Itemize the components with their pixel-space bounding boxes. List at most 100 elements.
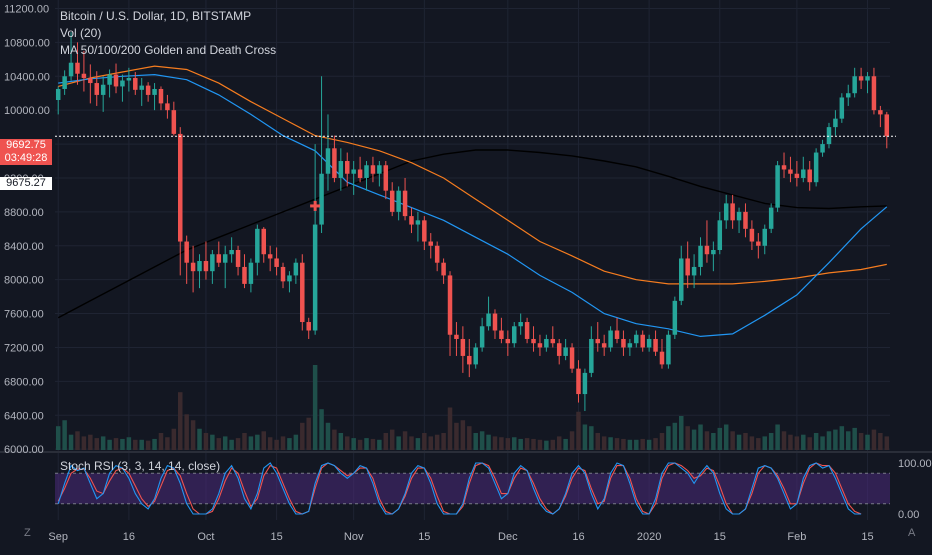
zoom-button[interactable]: Z [24, 527, 31, 539]
volume-bar [152, 438, 157, 450]
volume-bar [94, 438, 99, 450]
volume-bar [100, 436, 106, 450]
volume-bar [858, 433, 864, 450]
candle-body [563, 347, 568, 356]
candle-body [184, 241, 189, 263]
volume-bar [345, 436, 350, 450]
volume-bar [300, 422, 305, 450]
x-tick-label: 15 [418, 531, 430, 543]
candle-body [556, 343, 562, 356]
candle-body [833, 118, 838, 128]
volume-bar [145, 440, 151, 450]
candle-body [55, 88, 61, 100]
stoch-y-tick-label: 100.00 [898, 458, 932, 470]
candle-body [576, 368, 581, 395]
volume-bar [492, 436, 498, 450]
candle-body [409, 216, 414, 225]
volume-bar [640, 438, 645, 450]
stoch-y-tick-label: 0.00 [898, 509, 919, 521]
candle-body [389, 190, 395, 212]
volume-bar [68, 434, 74, 450]
candle-body [569, 347, 575, 369]
candle-body [582, 372, 588, 395]
legend-volume[interactable]: Vol (20) [60, 26, 102, 40]
volume-bar [531, 438, 536, 450]
volume-bar [608, 437, 613, 450]
volume-bar [852, 427, 857, 450]
candle-body [717, 220, 723, 250]
candle-body [884, 114, 890, 137]
volume-bar [447, 407, 453, 450]
volume-bar [133, 439, 138, 450]
candle-body [88, 77, 93, 84]
volume-bar [460, 420, 466, 450]
volume-bar [319, 409, 324, 450]
candle-body [190, 262, 196, 272]
candle-body [454, 334, 459, 339]
stoch-band [55, 473, 890, 504]
volume-bar [499, 437, 504, 450]
candle-body [460, 338, 466, 356]
candle-body [653, 338, 658, 352]
candle-body [486, 313, 491, 327]
volume-bar [846, 431, 851, 450]
candle-body [197, 261, 202, 272]
volume-bar [377, 439, 382, 450]
candle-body [736, 211, 742, 221]
y-tick-label: 6400.00 [4, 410, 44, 422]
volume-bar [364, 438, 369, 450]
y-tick-label: 11200.00 [4, 3, 49, 15]
volume-bar [839, 426, 845, 450]
candle-body [364, 165, 369, 178]
candle-body [467, 355, 472, 365]
volume-bar [569, 431, 575, 450]
volume-bar [601, 436, 607, 450]
candle-body [820, 144, 825, 153]
x-tick-label: 15 [714, 531, 726, 543]
volume-bar [659, 433, 665, 450]
volume-bar [178, 392, 183, 450]
volume-bar [454, 422, 459, 450]
candle-body [666, 334, 671, 365]
candle-body [839, 97, 845, 119]
volume-bar [820, 436, 825, 450]
x-tick-label: 16 [572, 531, 584, 543]
volume-bar [479, 431, 485, 450]
candle-body [743, 211, 748, 229]
auto-scale-button[interactable]: A [908, 527, 916, 539]
candle-body [512, 326, 517, 344]
candle-body [171, 110, 177, 134]
candle-body [749, 228, 755, 242]
candle-body [280, 266, 286, 282]
volume-bar [768, 433, 774, 450]
candle-body [428, 241, 433, 246]
volume-bar [544, 440, 549, 450]
volume-bar [55, 426, 61, 450]
candle-body [492, 313, 498, 331]
volume-bar [576, 411, 581, 450]
volume-bar [422, 433, 427, 450]
volume-bar [255, 434, 260, 450]
candle-body [505, 338, 511, 344]
candle-body [255, 228, 260, 263]
candle-body [287, 275, 292, 282]
candle-body [351, 169, 356, 174]
volume-bar [139, 439, 144, 450]
volume-bar [383, 433, 389, 450]
volume-bar [621, 438, 626, 450]
volume-bar [171, 428, 177, 450]
candle-body [550, 338, 556, 344]
legend-moving-averages[interactable]: MA 50/100/200 Golden and Death Cross [60, 43, 277, 57]
volume-bar [666, 426, 671, 450]
candle-body [634, 334, 639, 344]
legend-stoch-rsi[interactable]: Stoch RSI (3, 3, 14, 14, close) [60, 459, 221, 473]
volume-bar [235, 438, 241, 450]
volume-bar [389, 429, 395, 450]
candle-body [422, 220, 427, 242]
volume-bar [357, 439, 363, 450]
volume-bar [691, 429, 697, 450]
x-tick-label: 2020 [637, 531, 661, 543]
volume-bar [486, 434, 491, 450]
stoch-k-line [57, 462, 862, 515]
y-tick-label: 10000.00 [4, 105, 50, 117]
